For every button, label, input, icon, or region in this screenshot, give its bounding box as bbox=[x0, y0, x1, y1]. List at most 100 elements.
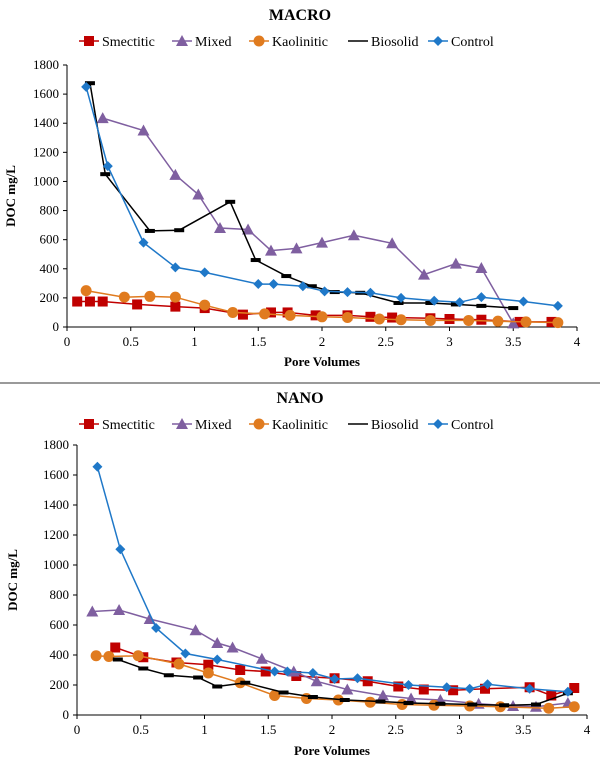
data-point-smectitic bbox=[569, 683, 580, 693]
legend-item-control: Control bbox=[428, 35, 494, 50]
legend-item-smectitic: Smectitic bbox=[79, 35, 155, 50]
data-point-biosolid bbox=[240, 680, 251, 685]
chart-legend: Smectitic Mixed Kaolinitic Biosolid Control bbox=[79, 418, 494, 433]
data-point-kaolinitic bbox=[284, 309, 296, 321]
series-line-mixed bbox=[102, 117, 514, 324]
data-point-control bbox=[396, 292, 407, 303]
data-point-smectitic bbox=[132, 299, 143, 310]
x-tick-label: 4 bbox=[584, 722, 591, 737]
series-line-biosolid bbox=[89, 83, 514, 309]
data-point-kaolinitic bbox=[80, 285, 92, 297]
data-point-biosolid bbox=[499, 703, 510, 708]
y-tick-label: 0 bbox=[53, 319, 60, 334]
data-point-mixed bbox=[386, 237, 399, 249]
legend-label-control: Control bbox=[451, 35, 494, 50]
data-point-biosolid bbox=[476, 303, 487, 308]
data-point-mixed bbox=[316, 236, 328, 248]
legend-label-mixed: Mixed bbox=[195, 35, 232, 50]
legend-marker-smectitic bbox=[84, 36, 94, 46]
data-point-mixed bbox=[405, 692, 418, 704]
data-point-smectitic bbox=[480, 683, 490, 694]
x-tick-label: 1 bbox=[201, 722, 208, 737]
y-tick-label: 1400 bbox=[43, 497, 69, 512]
data-point-biosolid bbox=[225, 199, 236, 204]
data-point-control bbox=[518, 296, 529, 307]
data-point-control bbox=[282, 666, 293, 677]
data-point-smectitic bbox=[418, 684, 429, 695]
data-point-smectitic bbox=[387, 312, 398, 323]
legend-item-mixed: Mixed bbox=[172, 418, 232, 433]
data-point-smectitic bbox=[260, 666, 271, 677]
data-point-kaolinitic bbox=[463, 314, 475, 326]
data-point-control bbox=[268, 279, 279, 290]
series-kaolinitic bbox=[80, 285, 564, 329]
data-point-biosolid bbox=[212, 684, 223, 689]
data-point-kaolinitic bbox=[169, 291, 181, 303]
y-tick-label: 1200 bbox=[33, 144, 59, 159]
legend-item-kaolinitic: Kaolinitic bbox=[249, 35, 328, 50]
legend-marker-control bbox=[433, 36, 443, 46]
x-axis-title: Pore Volumes bbox=[284, 354, 360, 369]
y-axis-title: DOC mg/L bbox=[5, 549, 20, 611]
data-point-control bbox=[429, 295, 440, 306]
data-point-kaolinitic bbox=[395, 314, 407, 326]
data-point-control bbox=[319, 286, 330, 297]
data-point-control bbox=[138, 237, 149, 248]
legend-marker-kaolinitic bbox=[253, 35, 265, 47]
data-point-kaolinitic bbox=[269, 690, 281, 701]
data-point-biosolid bbox=[435, 701, 446, 706]
data-point-biosolid bbox=[84, 81, 95, 86]
data-point-mixed bbox=[310, 675, 323, 687]
data-point-control bbox=[151, 623, 162, 633]
data-point-kaolinitic bbox=[316, 311, 328, 323]
x-tick-label: 0.5 bbox=[133, 722, 149, 737]
data-point-smectitic bbox=[203, 659, 214, 670]
data-point-control bbox=[81, 81, 92, 92]
data-point-biosolid bbox=[100, 172, 111, 177]
chart-title: MACRO bbox=[269, 7, 331, 24]
data-point-biosolid bbox=[278, 690, 289, 695]
data-point-control bbox=[441, 682, 452, 693]
data-point-biosolid bbox=[193, 675, 204, 680]
legend-item-biosolid: Biosolid bbox=[348, 35, 418, 50]
data-point-control bbox=[524, 683, 535, 694]
series-biosolid bbox=[84, 81, 519, 311]
data-point-smectitic bbox=[72, 296, 83, 307]
data-point-smectitic bbox=[110, 642, 121, 653]
data-point-kaolinitic bbox=[90, 650, 102, 662]
x-axis-title: Pore Volumes bbox=[294, 743, 370, 758]
macro-chart: MACRO Smectitic Mixed Kaolinitic Biosolid Con… bbox=[3, 7, 581, 369]
data-point-control bbox=[562, 686, 573, 697]
data-point-control bbox=[253, 279, 264, 290]
legend-marker-smectitic bbox=[84, 419, 94, 429]
data-point-smectitic bbox=[97, 296, 108, 307]
data-point-smectitic bbox=[362, 676, 373, 687]
data-point-mixed bbox=[242, 223, 255, 235]
data-point-kaolinitic bbox=[202, 667, 214, 679]
data-point-mixed bbox=[507, 317, 520, 329]
data-point-smectitic bbox=[84, 296, 95, 307]
data-point-mixed bbox=[169, 168, 182, 180]
data-point-kaolinitic bbox=[132, 650, 144, 662]
data-point-kaolinitic bbox=[144, 290, 156, 302]
y-tick-label: 1600 bbox=[43, 467, 69, 482]
y-tick-label: 400 bbox=[40, 261, 60, 276]
data-point-biosolid bbox=[375, 699, 386, 704]
data-point-mixed bbox=[137, 124, 150, 136]
data-point-biosolid bbox=[403, 701, 414, 705]
data-point-kaolinitic bbox=[259, 308, 271, 320]
data-point-control bbox=[403, 680, 414, 690]
data-point-kaolinitic bbox=[568, 701, 580, 713]
data-point-biosolid bbox=[281, 274, 292, 279]
data-point-smectitic bbox=[170, 301, 181, 312]
nano-chart-panel: NANO Smectitic Mixed Kaolinitic Biosolid Cont… bbox=[0, 384, 600, 769]
data-point-biosolid bbox=[425, 300, 436, 305]
series-control bbox=[92, 461, 573, 697]
x-tick-label: 2.5 bbox=[378, 334, 394, 349]
series-line-smectitic bbox=[77, 300, 552, 323]
legend-label-smectitic: Smectitic bbox=[102, 35, 155, 50]
legend-label-biosolid: Biosolid bbox=[371, 35, 418, 50]
x-tick-label: 4 bbox=[574, 334, 581, 349]
x-tick-label: 2.5 bbox=[388, 722, 404, 737]
data-point-biosolid bbox=[138, 666, 149, 671]
